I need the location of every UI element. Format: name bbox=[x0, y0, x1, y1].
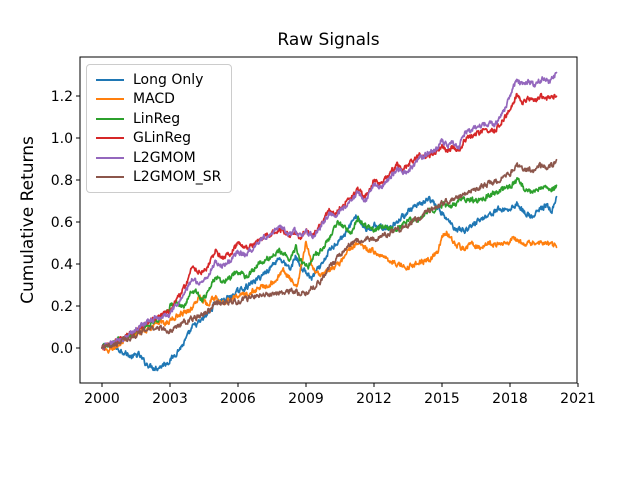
legend-item-glinreg: GLinReg bbox=[96, 129, 221, 149]
series-line-long-only bbox=[101, 195, 558, 372]
axes-spines bbox=[79, 56, 578, 384]
y-tick-label: 0.6 bbox=[51, 215, 73, 231]
legend-line-swatch bbox=[96, 98, 124, 101]
x-tick-label: 2006 bbox=[220, 391, 256, 407]
legend-label: LinReg bbox=[133, 110, 181, 127]
y-tick-label: 1.0 bbox=[51, 131, 73, 147]
x-tick-label: 2021 bbox=[560, 391, 596, 407]
legend-label: L2GMOM_SR bbox=[133, 169, 222, 186]
series-line-l2gmom-sr bbox=[101, 158, 558, 349]
y-tick-label: 0.0 bbox=[51, 341, 73, 357]
legend-item-l2gmom: L2GMOM bbox=[96, 148, 221, 168]
legend-line-swatch bbox=[96, 156, 124, 159]
legend-label: MACD bbox=[133, 91, 175, 108]
x-tick-label: 2012 bbox=[356, 391, 392, 407]
x-tick-label: 2009 bbox=[288, 391, 324, 407]
x-tick-label: 2018 bbox=[492, 391, 528, 407]
legend-line-swatch bbox=[96, 78, 124, 81]
legend-label: GLinReg bbox=[133, 130, 192, 147]
legend-line-swatch bbox=[96, 176, 124, 179]
legend-label: Long Only bbox=[133, 71, 204, 88]
series-line-macd bbox=[101, 230, 558, 354]
series-line-l2gmom bbox=[101, 71, 558, 350]
series-line-glinreg bbox=[101, 92, 558, 351]
legend: Long Only MACD LinReg GLinReg L2GMOM L2GMOM_S… bbox=[86, 64, 233, 193]
legend-line-swatch bbox=[96, 117, 124, 120]
y-axis-label: Cumulative Returns bbox=[18, 136, 38, 304]
legend-item-l2gmom-sr: L2GMOM_SR bbox=[96, 168, 221, 188]
y-tick-label: 1.2 bbox=[51, 89, 73, 105]
legend-item-macd: MACD bbox=[96, 90, 221, 110]
y-tick-label: 0.4 bbox=[51, 257, 73, 273]
legend-line-swatch bbox=[96, 137, 124, 140]
legend-item-long-only: Long Only bbox=[96, 70, 221, 90]
x-tick-label: 2003 bbox=[152, 391, 188, 407]
x-tick-label: 2000 bbox=[84, 391, 120, 407]
chart-title: Raw Signals bbox=[277, 30, 380, 50]
y-tick-label: 0.8 bbox=[51, 173, 73, 189]
x-tick-label: 2015 bbox=[424, 391, 460, 407]
legend-label: L2GMOM bbox=[133, 149, 196, 166]
legend-item-linreg: LinReg bbox=[96, 109, 221, 129]
y-tick-label: 0.2 bbox=[51, 299, 73, 315]
